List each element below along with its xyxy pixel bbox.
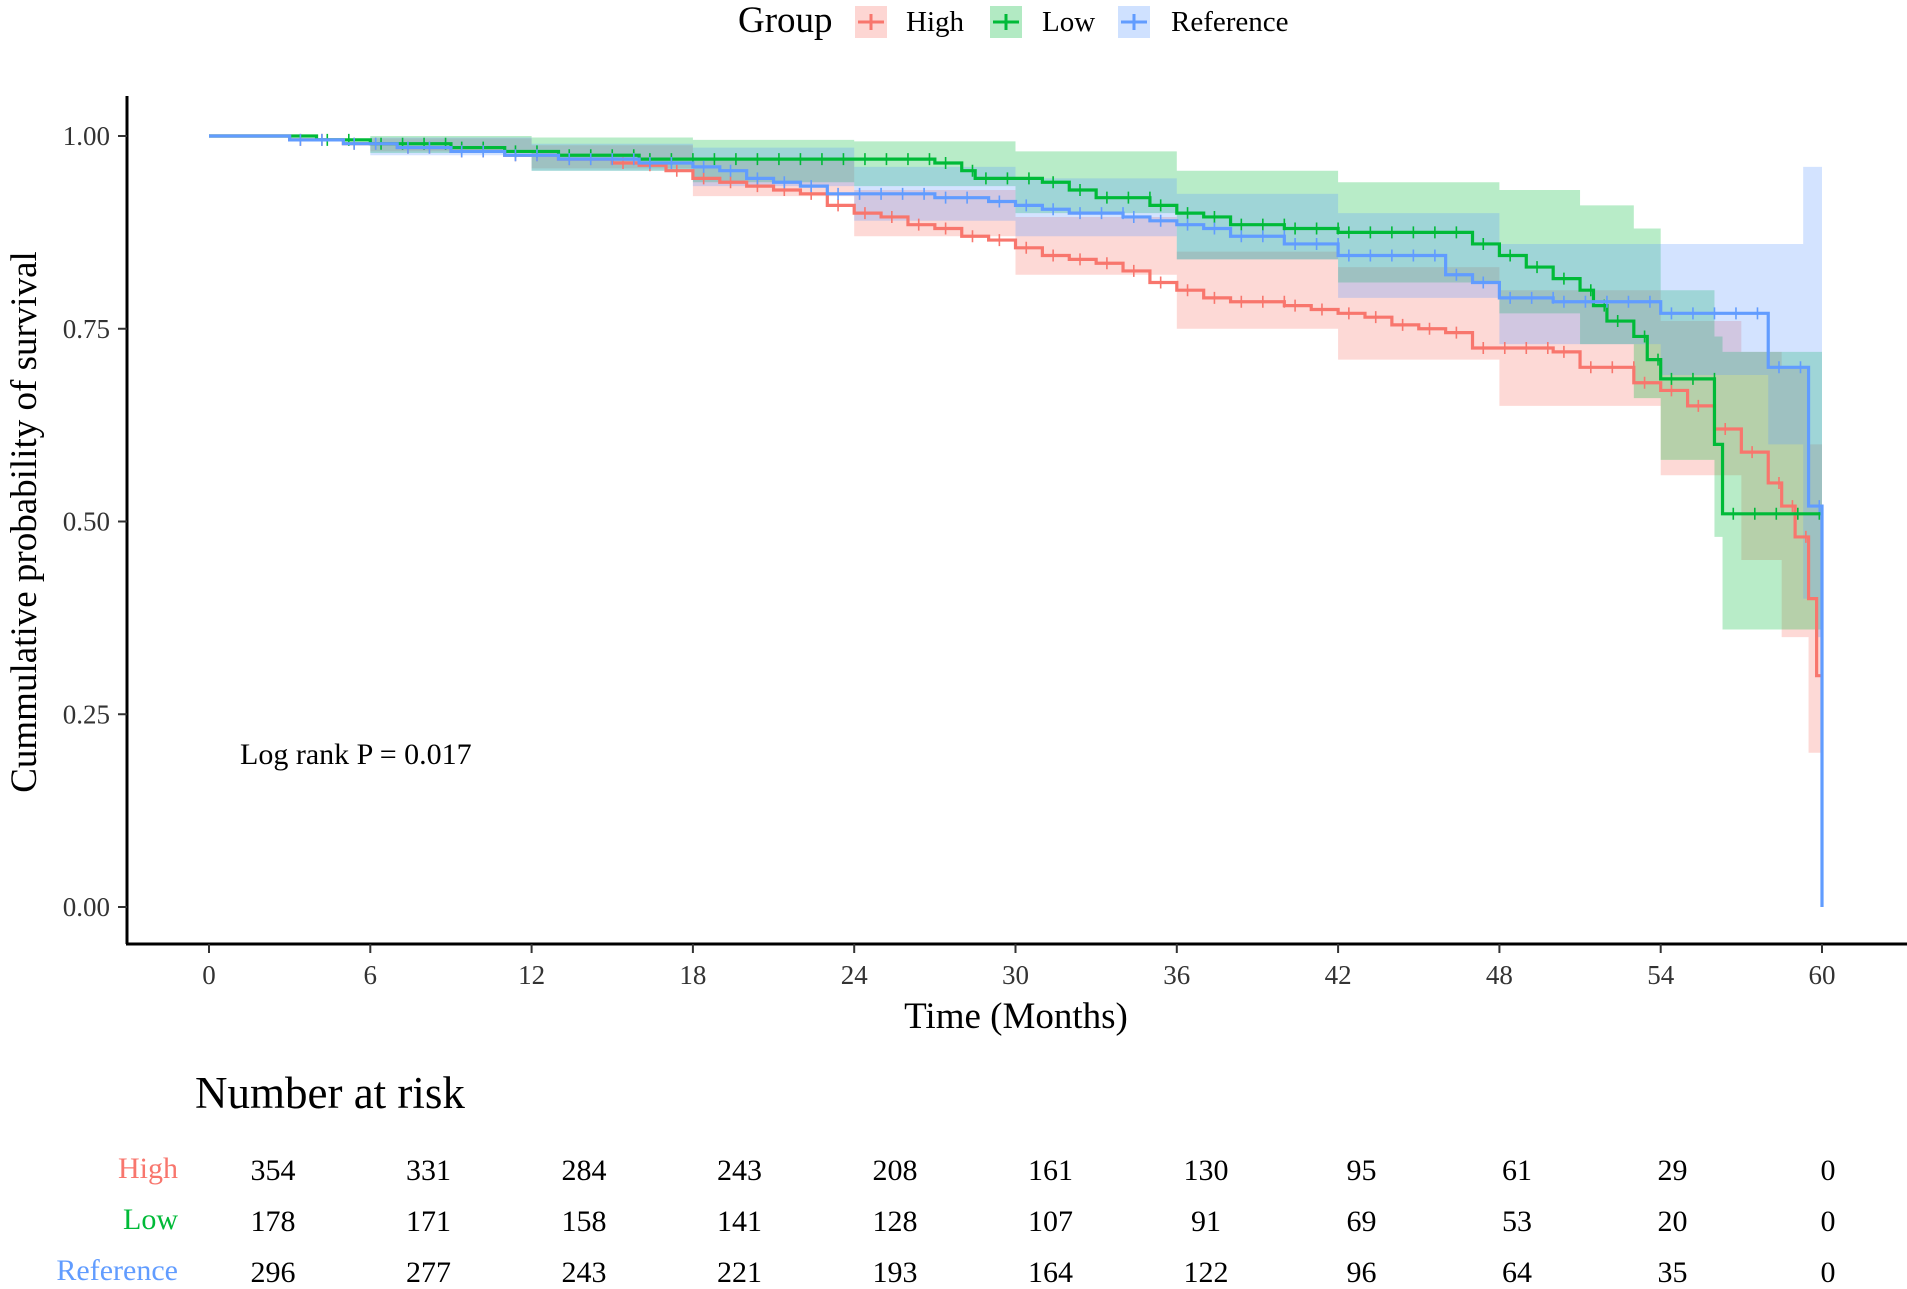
- x-tick-label: 54: [1647, 960, 1675, 990]
- risk-cell: 284: [562, 1154, 607, 1187]
- risk-cell: 0: [1821, 1256, 1836, 1289]
- x-tick-label: 0: [202, 960, 216, 990]
- risk-table-title: Number at risk: [195, 1068, 465, 1118]
- legend: Group High Low Reference: [738, 0, 1289, 41]
- risk-cell: 95: [1347, 1154, 1377, 1187]
- risk-cell: 35: [1658, 1256, 1688, 1289]
- y-axis-title: Cummulative probability of survival: [4, 251, 45, 793]
- band-high: [209, 136, 1822, 800]
- curve-reference: [209, 134, 1824, 907]
- risk-cell: 0: [1821, 1205, 1836, 1238]
- legend-label-reference: Reference: [1171, 6, 1289, 38]
- risk-cell: 69: [1347, 1205, 1377, 1238]
- risk-cell: 193: [873, 1256, 918, 1289]
- x-axis-title: Time (Months): [904, 996, 1128, 1037]
- risk-row-label-high: High: [118, 1152, 178, 1185]
- risk-cell: 91: [1191, 1205, 1221, 1238]
- y-tick-label: 0.75: [63, 314, 110, 344]
- risk-cell: 178: [251, 1205, 296, 1238]
- y-tick-label: 0.25: [63, 699, 110, 729]
- y-tick-label: 0.00: [63, 892, 110, 922]
- band-low: [209, 136, 1822, 630]
- legend-entry-low: Low: [990, 6, 1095, 38]
- risk-row-label-reference: Reference: [56, 1254, 178, 1287]
- legend-title: Group: [738, 0, 833, 41]
- survival-curves: [209, 133, 1824, 907]
- y-axis-ticks: 0.00 0.25 0.50 0.75 1.00: [63, 121, 127, 922]
- risk-cell: 277: [406, 1256, 451, 1289]
- x-tick-label: 60: [1809, 960, 1836, 990]
- risk-cell: 141: [717, 1205, 762, 1238]
- x-axis-ticks: 0 6 12 18 24 30 36 42 48 54 60: [202, 944, 1836, 990]
- risk-cell: 171: [406, 1205, 451, 1238]
- risk-cell: 107: [1028, 1205, 1073, 1238]
- risk-cell: 64: [1502, 1256, 1532, 1289]
- risk-table: High 354 331 284 243 208 161 130 95 61 29 0 Low 178 17…: [56, 1152, 1835, 1289]
- legend-entry-high: High: [855, 6, 965, 38]
- risk-cell: 243: [562, 1256, 607, 1289]
- y-tick-label: 0.50: [63, 507, 110, 537]
- risk-cell: 53: [1502, 1205, 1532, 1238]
- x-tick-label: 6: [364, 960, 378, 990]
- legend-entry-reference: Reference: [1118, 6, 1289, 38]
- risk-cell: 130: [1184, 1154, 1229, 1187]
- curve-low: [209, 134, 1822, 516]
- confidence-bands: [209, 136, 1822, 907]
- risk-cell: 122: [1184, 1256, 1229, 1289]
- risk-cell: 331: [406, 1154, 451, 1187]
- risk-cell: 221: [717, 1256, 762, 1289]
- x-tick-label: 30: [1002, 960, 1029, 990]
- risk-cell: 161: [1028, 1154, 1073, 1187]
- x-tick-label: 36: [1163, 960, 1190, 990]
- legend-label-high: High: [906, 6, 965, 38]
- risk-cell: 354: [251, 1154, 296, 1187]
- censor-marks-reference: [299, 133, 1821, 513]
- legend-label-low: Low: [1042, 6, 1095, 38]
- y-tick-label: 1.00: [63, 121, 110, 151]
- curve-high: [209, 134, 1822, 678]
- x-tick-label: 18: [679, 960, 706, 990]
- risk-cell: 29: [1658, 1154, 1688, 1187]
- risk-cell: 128: [873, 1205, 918, 1238]
- x-tick-label: 12: [518, 960, 545, 990]
- risk-row-label-low: Low: [123, 1203, 178, 1236]
- risk-cell: 208: [873, 1154, 918, 1187]
- risk-cell: 243: [717, 1154, 762, 1187]
- risk-cell: 164: [1028, 1256, 1073, 1289]
- x-tick-label: 42: [1325, 960, 1352, 990]
- log-rank-annotation: Log rank P = 0.017: [240, 738, 472, 771]
- risk-cell: 158: [562, 1205, 607, 1238]
- risk-cell: 96: [1347, 1256, 1377, 1289]
- risk-cell: 61: [1502, 1154, 1532, 1187]
- x-tick-label: 24: [841, 960, 869, 990]
- risk-cell: 0: [1821, 1154, 1836, 1187]
- risk-cell: 296: [251, 1256, 296, 1289]
- risk-cell: 20: [1658, 1205, 1688, 1238]
- x-tick-label: 48: [1486, 960, 1513, 990]
